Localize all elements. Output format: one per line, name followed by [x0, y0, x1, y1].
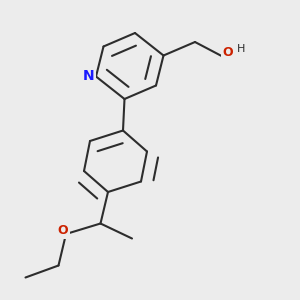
Text: O: O [223, 46, 233, 59]
Text: O: O [58, 224, 68, 238]
Text: H: H [237, 44, 245, 55]
Text: N: N [83, 70, 94, 83]
